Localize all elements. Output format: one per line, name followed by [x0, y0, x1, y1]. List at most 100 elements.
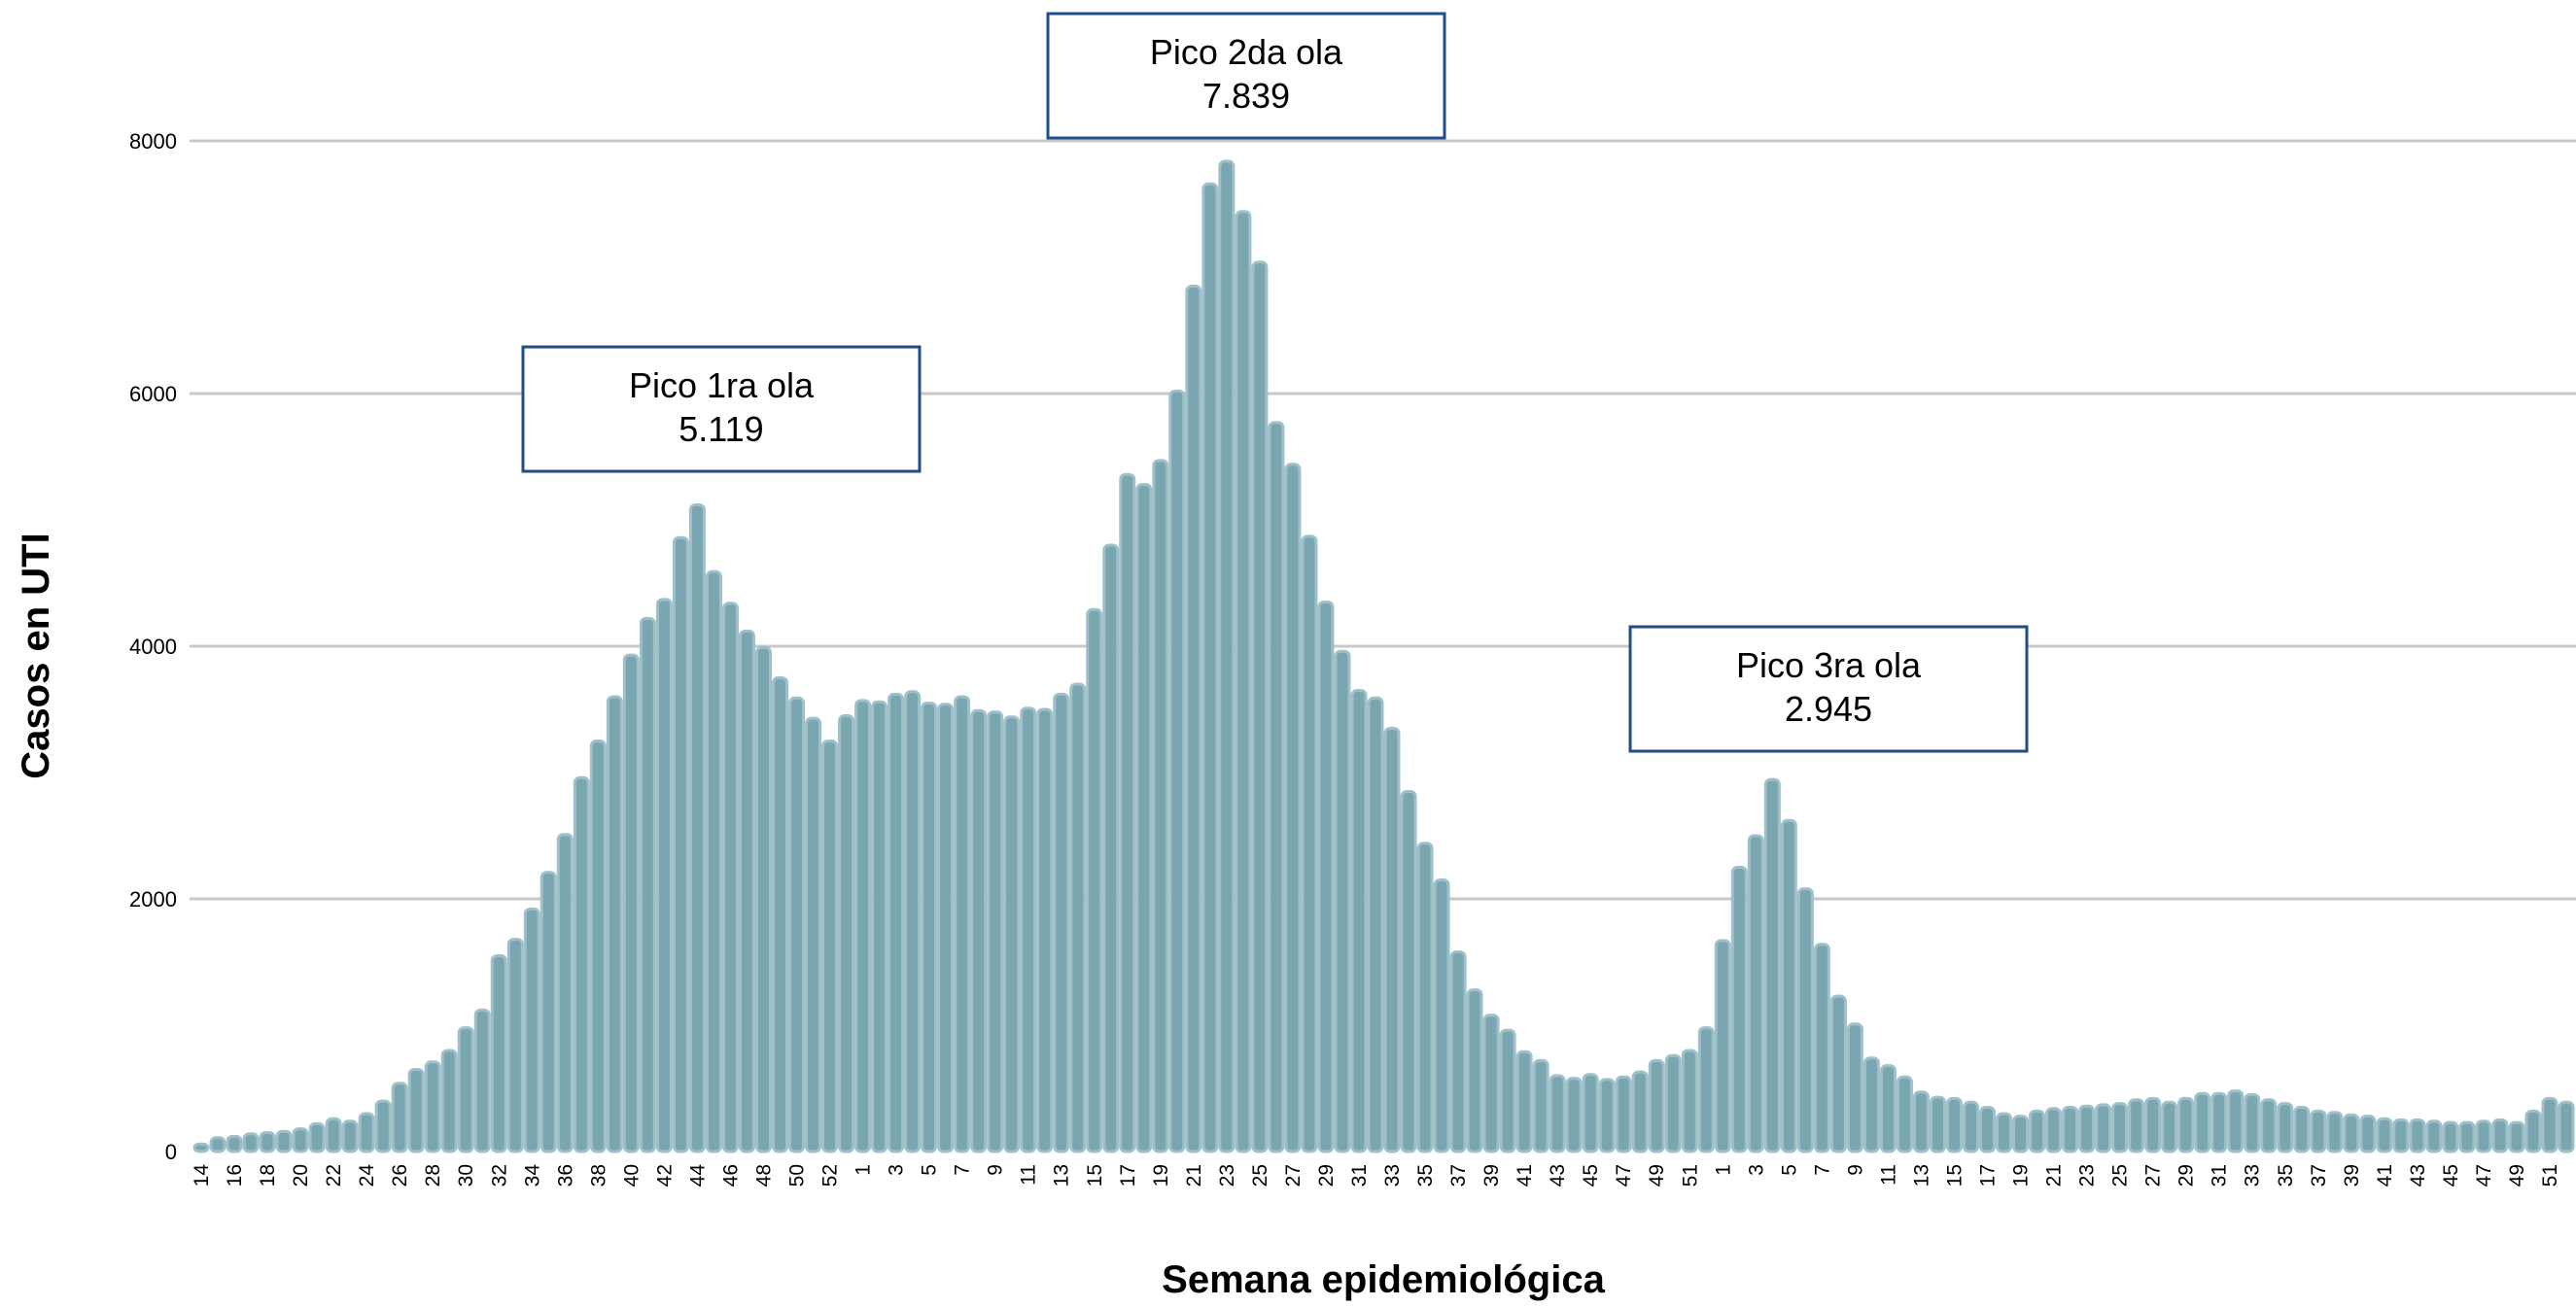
- x-tick-label: 17: [1977, 1164, 2000, 1187]
- bar: [2128, 1098, 2145, 1153]
- x-tick-label: 44: [686, 1164, 709, 1187]
- bar: [1763, 777, 1781, 1153]
- y-axis-label: Casos en UTI: [15, 533, 57, 778]
- bar: [1813, 943, 1830, 1153]
- x-tick-label: 32: [488, 1164, 510, 1187]
- x-tick-label: 1: [1712, 1164, 1734, 1176]
- bar: [1996, 1112, 2013, 1153]
- bar: [871, 700, 888, 1153]
- bar: [1416, 842, 1434, 1153]
- bar: [1532, 1058, 1549, 1153]
- bar: [1185, 285, 1202, 1153]
- x-tick-label: 25: [2109, 1164, 2132, 1187]
- y-tick-label: 6000: [129, 382, 177, 406]
- annotation-box: [1046, 12, 1446, 140]
- bar: [2260, 1098, 2278, 1153]
- bar: [1979, 1106, 1997, 1153]
- y-tick-label: 2000: [129, 887, 177, 911]
- bar: [1730, 866, 1748, 1153]
- bar: [805, 716, 822, 1153]
- bar: [1003, 715, 1021, 1153]
- bar: [1499, 1028, 1516, 1153]
- bar: [1433, 878, 1450, 1153]
- bar: [374, 1099, 392, 1153]
- bar: [1218, 159, 1236, 1153]
- bar: [325, 1117, 342, 1153]
- x-tick-label: 34: [521, 1164, 543, 1187]
- bar: [639, 616, 656, 1153]
- x-tick-label: 23: [2076, 1164, 2099, 1187]
- bar: [209, 1136, 226, 1153]
- bar: [2194, 1091, 2211, 1153]
- bar: [1598, 1078, 1616, 1153]
- bar: [1631, 1070, 1649, 1153]
- x-tick-label: 43: [1547, 1164, 1569, 1187]
- x-axis-label: Semana epidemiológica: [1162, 1258, 1605, 1301]
- x-tick-label: 26: [389, 1164, 411, 1187]
- annotation-title: Pico 2da ola: [1150, 32, 1343, 72]
- bar: [2442, 1120, 2459, 1153]
- bar: [2293, 1106, 2311, 1153]
- x-tick-label: 17: [1117, 1164, 1139, 1187]
- bar: [1251, 260, 1269, 1153]
- bar: [838, 714, 855, 1153]
- bar: [2078, 1104, 2096, 1153]
- bar: [2227, 1089, 2245, 1153]
- x-tick-label: 42: [653, 1164, 676, 1187]
- bar: [1945, 1096, 1963, 1153]
- bar: [2541, 1096, 2559, 1153]
- x-tick-label: 21: [2043, 1164, 2066, 1187]
- bar: [2277, 1102, 2294, 1153]
- bar: [1152, 459, 1169, 1153]
- x-tick-label: 43: [2407, 1164, 2429, 1187]
- bar: [1482, 1014, 1500, 1153]
- x-tick-label: 20: [290, 1164, 312, 1187]
- x-tick-label: 31: [2209, 1164, 2231, 1187]
- x-tick-label: 25: [1249, 1164, 1271, 1187]
- x-tick-label: 9: [1844, 1164, 1866, 1176]
- x-tick-label: 30: [455, 1164, 477, 1187]
- bar: [754, 645, 772, 1153]
- bar: [407, 1068, 425, 1153]
- x-tick-label: 23: [1216, 1164, 1238, 1187]
- bar: [2062, 1106, 2079, 1153]
- x-tick-label: 39: [2341, 1164, 2363, 1187]
- y-tick-label: 4000: [129, 635, 177, 659]
- bar: [1383, 727, 1401, 1153]
- x-tick-label: 27: [2142, 1164, 2165, 1187]
- x-tick-label: 35: [1414, 1164, 1437, 1187]
- bar: [1135, 483, 1153, 1153]
- bar: [921, 702, 938, 1153]
- bar: [1714, 939, 1731, 1153]
- x-tick-label: 51: [1679, 1164, 1701, 1187]
- bar: [2343, 1113, 2360, 1153]
- bar: [473, 1008, 491, 1153]
- bar: [970, 708, 988, 1153]
- y-tick-label: 0: [165, 1140, 177, 1164]
- x-tick-label: 5: [919, 1164, 941, 1176]
- bar: [1846, 1022, 1863, 1153]
- bar: [1102, 543, 1120, 1153]
- x-tick-label: 50: [786, 1164, 809, 1187]
- bar: [1648, 1058, 1665, 1153]
- x-tick-label: 41: [1514, 1164, 1536, 1187]
- bar: [1829, 994, 1847, 1153]
- bar: [937, 703, 955, 1153]
- bar: [1879, 1064, 1897, 1153]
- bar: [771, 676, 788, 1153]
- bar: [788, 696, 806, 1153]
- bar: [1284, 463, 1302, 1153]
- bar: [854, 699, 872, 1153]
- bar: [1697, 1026, 1715, 1153]
- bar: [1168, 389, 1186, 1153]
- x-tick-label: 11: [1018, 1164, 1040, 1186]
- bar: [457, 1026, 474, 1153]
- x-tick-label: 21: [1183, 1164, 1205, 1187]
- x-tick-label: 49: [1646, 1164, 1668, 1187]
- annotation-title: Pico 3ra ola: [1736, 645, 1922, 685]
